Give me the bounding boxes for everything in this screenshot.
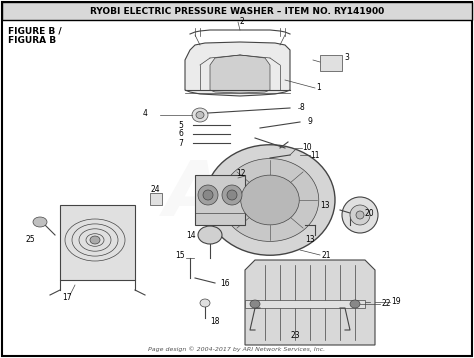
Ellipse shape <box>342 197 378 233</box>
Text: 2: 2 <box>240 16 245 25</box>
Text: 17: 17 <box>62 294 72 303</box>
Ellipse shape <box>192 108 208 122</box>
Text: 20: 20 <box>365 208 374 218</box>
Bar <box>245 300 365 308</box>
Ellipse shape <box>203 190 213 200</box>
Text: 1: 1 <box>316 83 321 92</box>
Text: 10: 10 <box>302 144 311 153</box>
Text: 6: 6 <box>178 130 183 139</box>
Ellipse shape <box>241 175 299 225</box>
Text: RYOBI ELECTRIC PRESSURE WASHER – ITEM NO. RY141900: RYOBI ELECTRIC PRESSURE WASHER – ITEM NO… <box>90 6 384 15</box>
Ellipse shape <box>90 236 100 244</box>
Text: 21: 21 <box>322 251 331 260</box>
Ellipse shape <box>222 185 242 205</box>
Text: 18: 18 <box>210 318 219 326</box>
Text: 14: 14 <box>186 231 196 240</box>
Text: 7: 7 <box>178 139 183 147</box>
Polygon shape <box>185 42 290 96</box>
Ellipse shape <box>227 190 237 200</box>
Text: 19: 19 <box>391 297 401 306</box>
Text: FIGURE B /
FIGURA B: FIGURE B / FIGURA B <box>8 26 62 45</box>
Text: 22: 22 <box>382 300 392 309</box>
Text: 16: 16 <box>220 279 229 287</box>
Text: 5: 5 <box>178 121 183 130</box>
Ellipse shape <box>350 300 360 308</box>
Ellipse shape <box>205 145 335 255</box>
Ellipse shape <box>221 159 319 241</box>
Ellipse shape <box>33 217 47 227</box>
Text: 25: 25 <box>26 236 35 245</box>
Text: ARI: ARI <box>164 158 310 232</box>
Ellipse shape <box>356 211 364 219</box>
Text: 13: 13 <box>320 200 330 209</box>
Text: 12: 12 <box>236 169 246 178</box>
Bar <box>195 175 245 225</box>
Polygon shape <box>245 260 375 345</box>
Text: 3: 3 <box>344 53 349 63</box>
Ellipse shape <box>198 185 218 205</box>
Bar <box>2 2 472 20</box>
Polygon shape <box>210 55 270 93</box>
Ellipse shape <box>250 300 260 308</box>
Text: 8: 8 <box>300 102 305 111</box>
Ellipse shape <box>196 111 204 118</box>
Text: 13: 13 <box>305 236 315 245</box>
Ellipse shape <box>198 226 222 244</box>
Bar <box>320 55 342 71</box>
Text: 23: 23 <box>290 332 300 340</box>
Bar <box>150 193 162 205</box>
Ellipse shape <box>200 299 210 307</box>
Text: 15: 15 <box>175 251 185 260</box>
Text: 11: 11 <box>310 150 319 160</box>
Text: 24: 24 <box>150 185 160 194</box>
Text: 9: 9 <box>308 116 313 126</box>
Text: Page design © 2004-2017 by ARI Network Services, Inc.: Page design © 2004-2017 by ARI Network S… <box>148 346 326 352</box>
Text: 4: 4 <box>143 110 148 118</box>
Ellipse shape <box>350 205 370 225</box>
Bar <box>60 205 135 280</box>
